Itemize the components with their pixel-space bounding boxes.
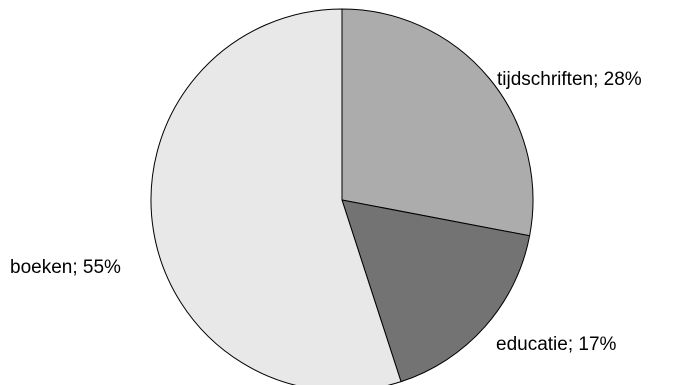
slice-label-tijdschriften: tijdschriften; 28% [497, 69, 642, 90]
slice-label-boeken: boeken; 55% [10, 257, 121, 278]
pie-slice-tijdschriften [341, 8, 534, 237]
slice-label-educatie: educatie; 17% [496, 334, 617, 355]
pie-slices [150, 8, 534, 385]
pie-slice-boeken [150, 8, 402, 385]
pie-slice-educatie [341, 199, 531, 383]
pie-labels: tijdschriften; 28% educatie; 17% boeken;… [10, 69, 642, 355]
